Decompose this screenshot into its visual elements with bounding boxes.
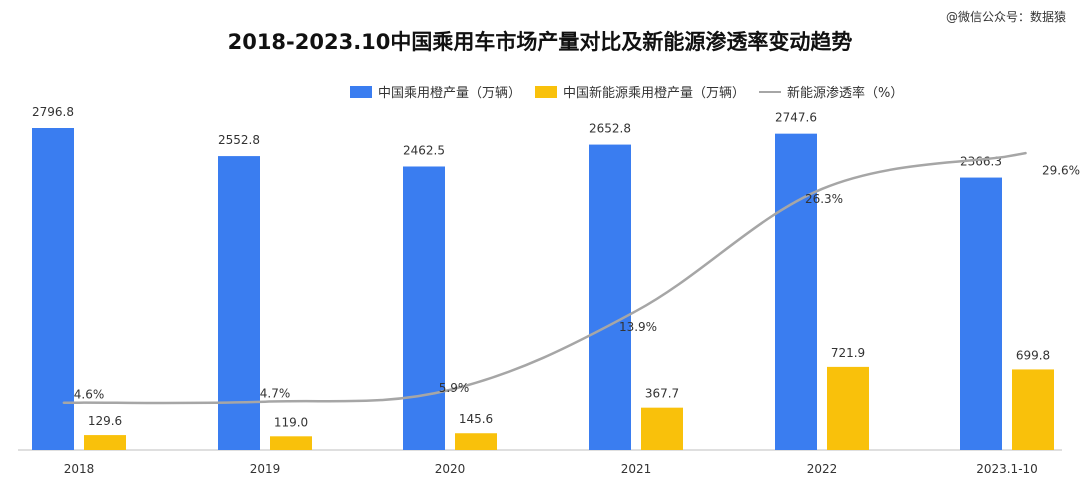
watermark: @微信公众号：数据猿 — [945, 10, 1066, 24]
x-tick-label: 2018 — [64, 462, 95, 476]
legend-item-nev-production: 中国新能源乘用橙产量（万辆） — [535, 82, 745, 101]
x-tick-label: 2021 — [621, 462, 652, 476]
legend-swatch-production — [350, 85, 372, 98]
bar-label-production: 2652.8 — [589, 122, 631, 136]
legend-label-production: 中国乘用橙产量（万辆） — [378, 86, 522, 101]
bar-production — [960, 177, 1002, 450]
line-label-penetration: 4.6% — [74, 388, 105, 402]
bar-production — [32, 128, 74, 450]
bar-nev-production — [641, 407, 683, 450]
bar-label-nev-production: 119.0 — [274, 415, 308, 429]
line-label-penetration: 5.9% — [439, 381, 470, 395]
line-penetration — [62, 151, 1027, 405]
bar-label-production: 2462.5 — [403, 143, 445, 157]
x-tick-label: 2023.1-10 — [976, 462, 1038, 476]
bar-label-nev-production: 145.6 — [459, 412, 493, 426]
bar-label-nev-production: 367.7 — [645, 387, 679, 401]
bar-production — [218, 156, 260, 450]
x-tick-label: 2020 — [435, 462, 466, 476]
bar-label-nev-production: 721.9 — [831, 346, 865, 360]
legend-label-penetration: 新能源渗透率（%） — [787, 86, 904, 101]
bar-nev-production — [1012, 369, 1054, 450]
legend-item-production: 中国乘用橙产量（万辆） — [350, 82, 521, 101]
legend-label-nev-production: 中国新能源乘用橙产量（万辆） — [563, 86, 746, 101]
legend: 中国乘用橙产量（万辆） 中国新能源乘用橙产量（万辆） 新能源渗透率（%） — [350, 82, 917, 101]
x-tick-label: 2022 — [807, 462, 838, 476]
bar-label-production: 2552.8 — [218, 133, 260, 147]
bar-label-production: 2747.6 — [775, 111, 817, 125]
bar-nev-production — [455, 433, 497, 450]
legend-swatch-penetration — [759, 90, 782, 93]
line-label-penetration: 4.7% — [260, 387, 291, 401]
bar-label-nev-production: 699.8 — [1016, 348, 1050, 362]
chart-title: 2018-2023.10中国乘用车市场产量对比及新能源渗透率变动趋势 — [227, 30, 853, 54]
legend-swatch-nev-production — [535, 85, 558, 98]
line-label-penetration: 13.9% — [619, 320, 657, 334]
bar-nev-production — [827, 366, 869, 450]
bar-nev-production — [270, 436, 312, 450]
bar-production — [775, 133, 817, 450]
bar-label-nev-production: 129.6 — [88, 414, 122, 428]
bar-production — [589, 144, 631, 450]
legend-item-penetration: 新能源渗透率（%） — [759, 82, 903, 101]
bar-nev-production — [84, 435, 126, 450]
bar-production — [403, 166, 445, 451]
line-label-penetration: 26.3% — [805, 192, 843, 206]
bar-label-production: 2796.8 — [32, 105, 74, 119]
x-tick-label: 2019 — [250, 462, 281, 476]
line-label-penetration: 29.6% — [1042, 163, 1080, 177]
